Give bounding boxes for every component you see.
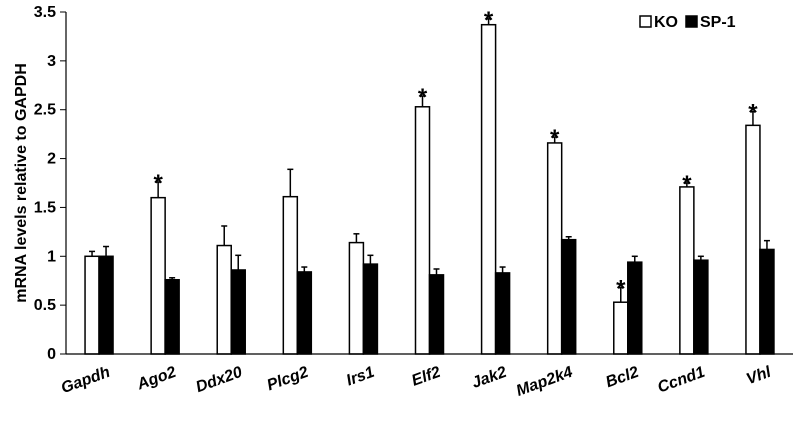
bar-sp-1-vhl xyxy=(759,248,775,355)
bar-ko-bcl2 xyxy=(613,301,629,355)
y-tick-label: 3 xyxy=(47,53,56,70)
x-category-label-plcg2: Plcg2 xyxy=(265,364,311,395)
y-tick-label: 1.5 xyxy=(34,199,56,216)
bar-ko-elf2 xyxy=(414,106,431,355)
significance-markers: * * * * * * * xyxy=(153,7,758,303)
bars xyxy=(84,23,775,355)
significance-star-elf2: * xyxy=(418,84,428,111)
y-tick-label: 1 xyxy=(47,248,56,265)
bar-sp-1-map2k4 xyxy=(560,238,577,355)
bar-sp-1-gapdh xyxy=(98,255,114,355)
x-category-label-ddx20: Ddx20 xyxy=(194,364,245,396)
legend-label-sp-1: SP-1 xyxy=(700,14,736,31)
legend-swatch-sp-1 xyxy=(685,15,698,28)
y-tick-label: 0.5 xyxy=(34,297,56,314)
axes xyxy=(65,12,793,355)
bar-sp-1-bcl2 xyxy=(627,261,643,355)
legend: KO SP-1 xyxy=(639,14,736,31)
bar-sp-1-ddx20 xyxy=(230,269,246,355)
legend-label-ko: KO xyxy=(654,14,678,31)
x-category-label-jak2: Jak2 xyxy=(470,364,509,392)
y-tick-label: 3.5 xyxy=(34,4,56,21)
legend-swatch-ko xyxy=(639,15,652,28)
y-axis-ticks: 0 0.5 1 1.5 2 2.5 3 3.5 xyxy=(34,4,66,363)
significance-star-vhl: * xyxy=(748,100,758,127)
x-category-label-vhl: Vhl xyxy=(744,364,774,389)
x-category-label-irs1: Irs1 xyxy=(344,364,377,390)
x-category-label-elf2: Elf2 xyxy=(409,364,442,390)
bar-sp-1-irs1 xyxy=(362,263,379,355)
x-category-label-map2k4: Map2k4 xyxy=(514,364,575,400)
bar-sp-1-ago2 xyxy=(164,278,180,355)
bar-ko-vhl xyxy=(745,124,761,355)
bar-ko-gapdh xyxy=(84,255,100,355)
y-tick-label: 0 xyxy=(47,346,56,363)
bar-sp-1-jak2 xyxy=(494,272,511,355)
bar-sp-1-elf2 xyxy=(428,274,445,355)
bar-sp-1-ccnd1 xyxy=(693,259,709,355)
significance-star-jak2: * xyxy=(484,7,494,34)
x-category-label-bcl2: Bcl2 xyxy=(604,364,642,392)
x-category-label-gapdh: Gapdh xyxy=(59,364,113,397)
y-axis-title: mRNA levels relative to GAPDH xyxy=(13,63,30,302)
x-category-label-ago2: Ago2 xyxy=(134,364,178,394)
significance-star-map2k4: * xyxy=(550,125,560,152)
bar-ko-jak2 xyxy=(480,23,497,355)
y-tick-label: 2.5 xyxy=(34,102,56,119)
bar-ko-irs1 xyxy=(348,241,365,355)
x-category-label-ccnd1: Ccnd1 xyxy=(655,364,707,397)
bar-ko-ccnd1 xyxy=(679,186,695,355)
bar-ko-map2k4 xyxy=(546,142,563,355)
significance-star-ccnd1: * xyxy=(682,171,692,198)
bar-ko-ago2 xyxy=(150,196,166,355)
bar-ko-plcg2 xyxy=(282,195,299,355)
bar-ko-ddx20 xyxy=(216,244,232,355)
significance-star-ago2: * xyxy=(153,170,163,197)
bar-sp-1-plcg2 xyxy=(296,271,313,355)
significance-star-bcl2: * xyxy=(616,276,626,303)
x-axis-category-labels: Gapdh Ago2 Ddx20 Plcg2 Irs1 Elf2 Jak2 Map2k4 Bcl… xyxy=(59,364,774,400)
y-tick-label: 2 xyxy=(47,151,56,168)
error-bars xyxy=(89,18,770,303)
